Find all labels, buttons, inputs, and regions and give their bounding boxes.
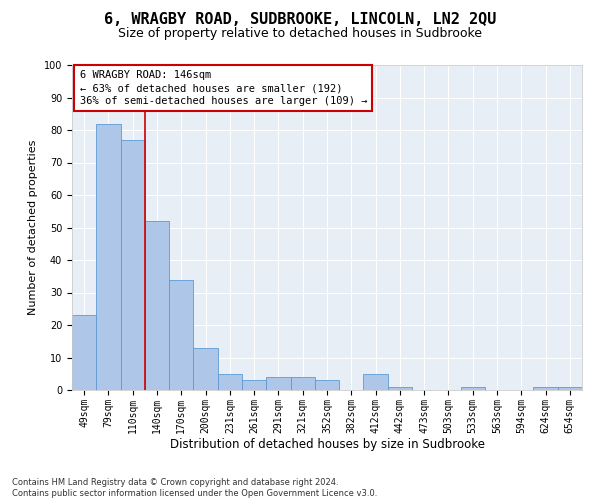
Bar [96, 124, 121, 390]
Bar [290, 377, 315, 390]
Bar [121, 140, 145, 390]
Bar [533, 387, 558, 390]
Bar [169, 280, 193, 390]
Bar [72, 316, 96, 390]
Y-axis label: Number of detached properties: Number of detached properties [28, 140, 38, 315]
Bar [461, 387, 485, 390]
Text: Contains HM Land Registry data © Crown copyright and database right 2024.
Contai: Contains HM Land Registry data © Crown c… [12, 478, 377, 498]
Text: 6 WRAGBY ROAD: 146sqm
← 63% of detached houses are smaller (192)
36% of semi-det: 6 WRAGBY ROAD: 146sqm ← 63% of detached … [80, 70, 367, 106]
Bar [242, 380, 266, 390]
Bar [145, 221, 169, 390]
Text: 6, WRAGBY ROAD, SUDBROOKE, LINCOLN, LN2 2QU: 6, WRAGBY ROAD, SUDBROOKE, LINCOLN, LN2 … [104, 12, 496, 28]
Bar [558, 387, 582, 390]
Text: Size of property relative to detached houses in Sudbrooke: Size of property relative to detached ho… [118, 28, 482, 40]
Bar [364, 374, 388, 390]
Bar [266, 377, 290, 390]
Bar [218, 374, 242, 390]
X-axis label: Distribution of detached houses by size in Sudbrooke: Distribution of detached houses by size … [170, 438, 485, 452]
Bar [315, 380, 339, 390]
Bar [193, 348, 218, 390]
Bar [388, 387, 412, 390]
